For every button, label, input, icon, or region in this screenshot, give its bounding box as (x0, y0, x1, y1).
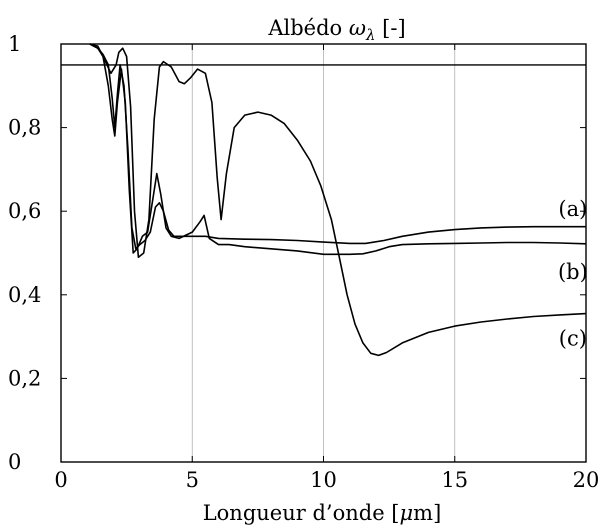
y-tick-label: 0,4 (8, 283, 41, 307)
y-tick-label: 0 (8, 450, 21, 474)
x-tick-label: 20 (573, 468, 600, 492)
tick-labels: 0 5 10 15 20 0 0,2 0,4 0,6 0,8 1 (8, 32, 599, 492)
series-label-a: (a) (558, 197, 587, 221)
x-axis-title-unit: m] (413, 501, 441, 525)
y-tick-label: 1 (8, 32, 21, 56)
series-group (90, 44, 586, 355)
x-axis-title-text: Longueur d’onde [ (203, 501, 400, 525)
series-labels: (a) (b) (c) (558, 197, 588, 351)
chart-title-text: Albédo (267, 16, 349, 40)
x-axis-title: Longueur d’onde [μm] (203, 501, 442, 525)
x-tick-label: 10 (310, 468, 337, 492)
chart-title-subscript: λ (365, 26, 376, 44)
x-axis-title-mu: μ (400, 501, 414, 525)
y-tick-label: 0,2 (8, 366, 41, 390)
series-label-b: (b) (558, 260, 588, 284)
chart-title-unit: [-] (375, 16, 405, 40)
x-tick-label: 0 (54, 468, 67, 492)
y-tick-label: 0,6 (8, 199, 41, 223)
chart-title: Albédo ωλ [-] (267, 16, 405, 44)
chart-title-symbol: ω (349, 16, 366, 40)
x-tick-label: 5 (186, 468, 199, 492)
series-line-b (90, 44, 586, 254)
grid-lines (192, 44, 455, 462)
series-label-c: (c) (559, 327, 587, 351)
x-tick-label: 15 (441, 468, 468, 492)
y-tick-label: 0,8 (8, 116, 41, 140)
series-line-c (90, 44, 586, 355)
